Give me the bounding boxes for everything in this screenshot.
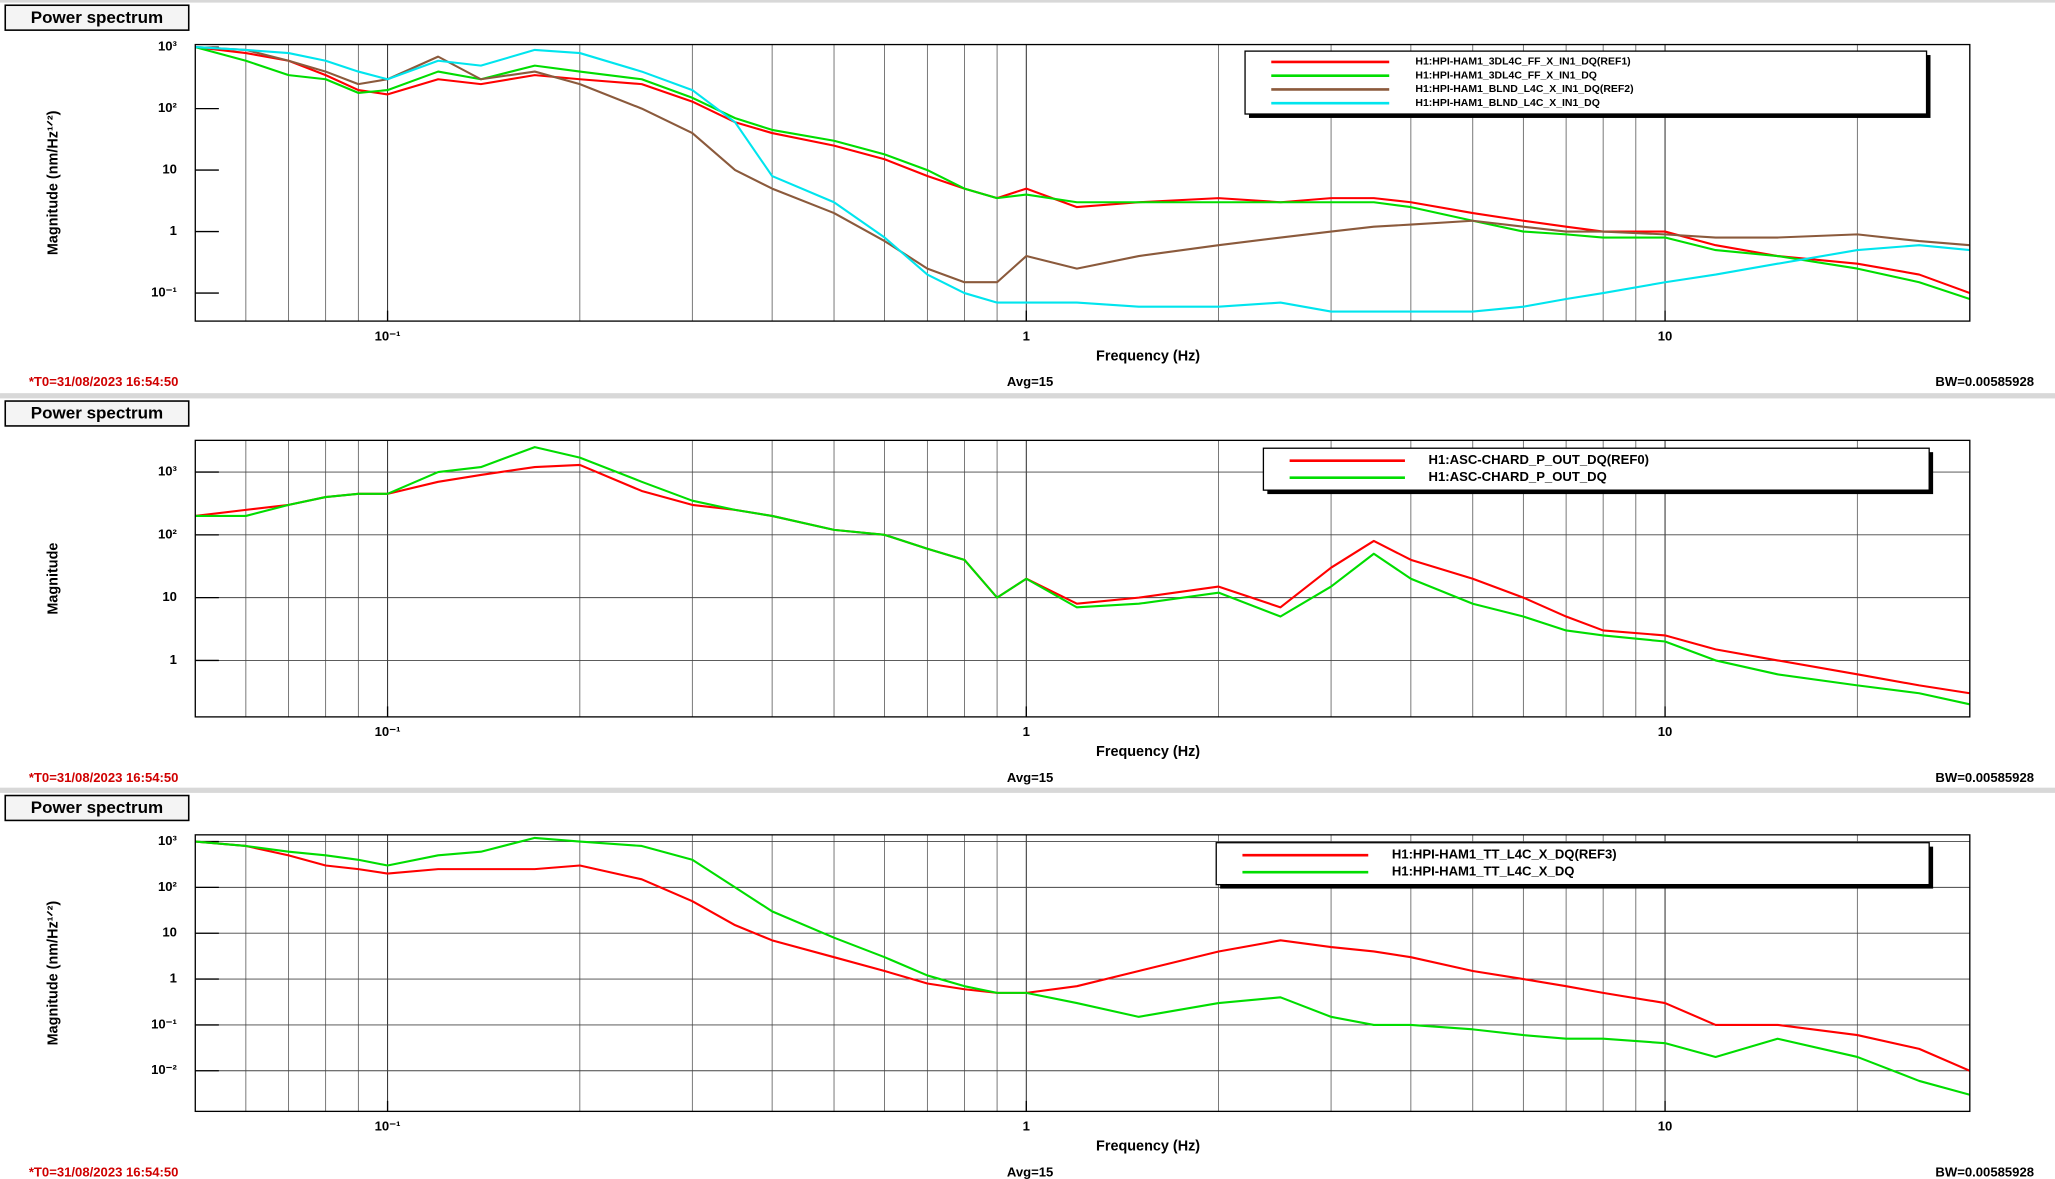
panel-title: Power spectrum — [31, 798, 163, 817]
series-line — [195, 46, 1970, 313]
series-line — [195, 46, 1970, 301]
y-tick-label: 10² — [158, 100, 178, 115]
legend-label: H1:ASC-CHARD_P_OUT_DQ(REF0) — [1429, 452, 1649, 467]
panel-title: Power spectrum — [31, 404, 163, 423]
plot-lines-inner — [195, 446, 1970, 706]
panel: Power spectrum 10⁻¹ 1 10 1 10 10² 10³ H1:ASC-CHA… — [0, 393, 2055, 785]
bw-label: BW=0.00585928 — [1935, 770, 2034, 785]
avg-label: Avg=15 — [1007, 770, 1053, 785]
legend-label: H1:HPI-HAM1_3DL4C_FF_X_IN1_DQ — [1415, 70, 1597, 81]
separator — [0, 0, 2055, 3]
series-line — [195, 46, 1970, 284]
plot-lines-inner — [195, 46, 1970, 313]
panel: Power spectrum 10⁻¹ 1 10 10⁻² 10⁻¹ 1 10 10² 10³ H1… — [0, 787, 2055, 1179]
y-axis-label: Magnitude (nm/Hz¹ᐟ²) — [46, 110, 62, 255]
y-tick-label: 1 — [170, 971, 177, 986]
separator — [0, 393, 2055, 399]
y-tick-label: 10² — [158, 879, 178, 894]
plot-lines — [195, 446, 1970, 706]
plot-lines-inner — [195, 836, 1970, 1096]
series-line — [195, 446, 1970, 706]
y-axis-label: Magnitude (nm/Hz¹ᐟ²) — [46, 901, 62, 1046]
x-tick-label: 10 — [1658, 724, 1673, 739]
avg-label: Avg=15 — [1007, 374, 1053, 389]
x-tick-label: 10 — [1658, 328, 1673, 343]
legend-label: H1:HPI-HAM1_BLND_L4C_X_IN1_DQ(REF2) — [1415, 84, 1633, 95]
separator — [0, 787, 2055, 793]
x-axis-label: Frequency (Hz) — [1096, 1139, 1200, 1155]
y-axis-label: Magnitude — [46, 543, 62, 615]
x-axis-label: Frequency (Hz) — [1096, 348, 1200, 364]
x-tick-label: 10⁻¹ — [375, 328, 401, 343]
title-box — [4, 794, 190, 822]
plot-lines — [195, 46, 1970, 313]
y-tick-label: 10 — [162, 162, 177, 177]
title-box — [4, 400, 190, 427]
plot-frame — [194, 834, 1971, 1113]
y-tick-label: 10⁻¹ — [151, 285, 177, 300]
title-box — [4, 4, 190, 31]
y-tick-label: 10³ — [158, 39, 178, 54]
plot-frame — [194, 43, 1971, 322]
y-tick-label: 10 — [162, 589, 177, 604]
avg-label: Avg=15 — [1007, 1164, 1053, 1179]
legend-box — [1215, 842, 1930, 886]
y-tick-label: 10² — [158, 526, 178, 541]
y-tick-label: 10³ — [158, 464, 178, 479]
x-tick-label: 1 — [1023, 724, 1030, 739]
y-tick-label: 1 — [170, 223, 177, 238]
legend-box — [1262, 447, 1930, 491]
x-tick-label: 1 — [1023, 328, 1030, 343]
plot-frame — [194, 439, 1971, 718]
panel-title: Power spectrum — [31, 8, 163, 27]
bw-label: BW=0.00585928 — [1935, 1164, 2034, 1179]
legend-label: H1:HPI-HAM1_BLND_L4C_X_IN1_DQ — [1415, 98, 1599, 109]
plot-lines — [195, 836, 1970, 1096]
t0-label: *T0=31/08/2023 16:54:50 — [29, 374, 179, 389]
y-tick-label: 10 — [162, 925, 177, 940]
panel: Power spectrum 10⁻¹ 1 10 10⁻¹ 1 10 10² 10³ H1:HPI… — [0, 0, 2055, 389]
x-tick-label: 10 — [1658, 1119, 1673, 1134]
series-line — [195, 836, 1970, 1096]
x-axis-label: Frequency (Hz) — [1096, 744, 1200, 760]
y-tick-label: 1 — [170, 652, 177, 667]
x-tick-label: 10⁻¹ — [375, 1119, 401, 1134]
x-tick-label: 1 — [1023, 1119, 1030, 1134]
y-tick-label: 10³ — [158, 833, 178, 848]
y-tick-label: 10⁻² — [151, 1062, 177, 1077]
legend-label: H1:HPI-HAM1_TT_L4C_X_DQ(REF3) — [1392, 847, 1617, 862]
legend-label: H1:HPI-HAM1_TT_L4C_X_DQ — [1392, 864, 1575, 879]
legend-label: H1:ASC-CHARD_P_OUT_DQ — [1429, 469, 1607, 484]
t0-label: *T0=31/08/2023 16:54:50 — [29, 770, 179, 785]
legend-label: H1:HPI-HAM1_3DL4C_FF_X_IN1_DQ(REF1) — [1415, 57, 1630, 68]
bw-label: BW=0.00585928 — [1935, 374, 2034, 389]
x-tick-label: 10⁻¹ — [375, 724, 401, 739]
y-tick-label: 10⁻¹ — [151, 1016, 177, 1031]
t0-label: *T0=31/08/2023 16:54:50 — [29, 1164, 179, 1179]
